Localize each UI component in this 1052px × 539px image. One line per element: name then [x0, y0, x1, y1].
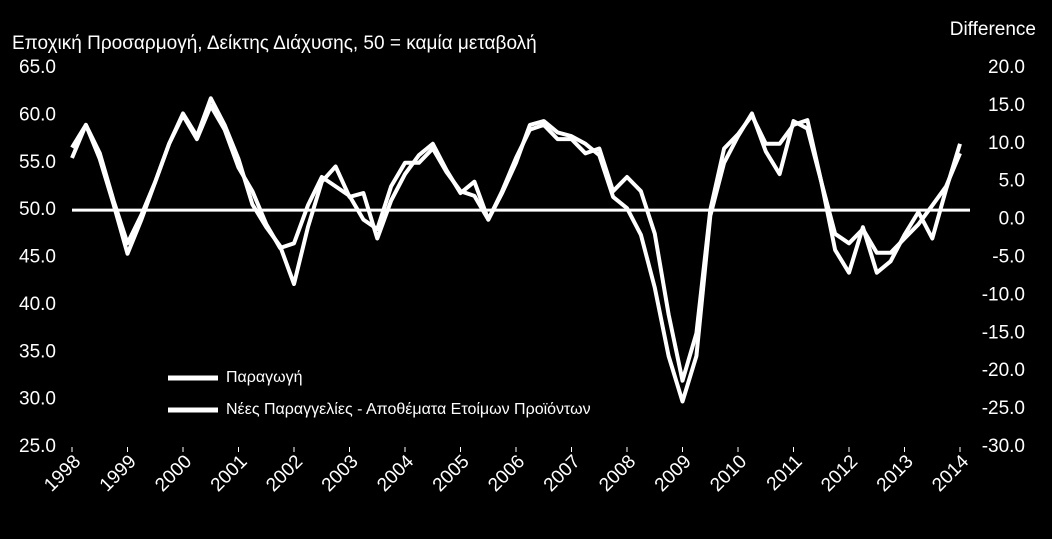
y-tick-label: 25.0	[19, 436, 56, 457]
y-tick-label: 60.0	[19, 104, 56, 125]
y2-tick-label: -20.0	[982, 360, 1025, 381]
y-tick-label: 55.0	[19, 152, 56, 173]
y2-tick-label: -25.0	[982, 398, 1025, 419]
legend-label: Παραγωγή	[226, 369, 303, 386]
y2-tick-label: 10.0	[988, 133, 1025, 154]
y-tick-label: 40.0	[19, 294, 56, 315]
y2-tick-label: -5.0	[992, 247, 1025, 268]
chart-title: Εποχική Προσαρμογή, Δείκτης Διάχυσης, 50…	[12, 33, 537, 54]
y2-tick-label: 0.0	[999, 209, 1025, 230]
y-tick-label: 30.0	[19, 389, 56, 410]
y-tick-label: 35.0	[19, 341, 56, 362]
y2-tick-label: -15.0	[982, 322, 1025, 343]
series-line	[70, 96, 962, 404]
y2-tick-label: -30.0	[982, 436, 1025, 457]
y2-axis-label: Difference	[950, 19, 1036, 40]
y-tick-label: 65.0	[19, 57, 56, 78]
y-tick-label: 50.0	[19, 199, 56, 220]
y2-tick-label: 15.0	[988, 95, 1025, 116]
y2-tick-label: 5.0	[999, 171, 1025, 192]
y2-tick-label: 20.0	[988, 57, 1025, 78]
y2-tick-label: -10.0	[982, 284, 1025, 305]
y-tick-label: 45.0	[19, 247, 56, 268]
legend-label: Νέες Παραγγελίες - Αποθέματα Ετοίμων Προ…	[226, 401, 591, 418]
